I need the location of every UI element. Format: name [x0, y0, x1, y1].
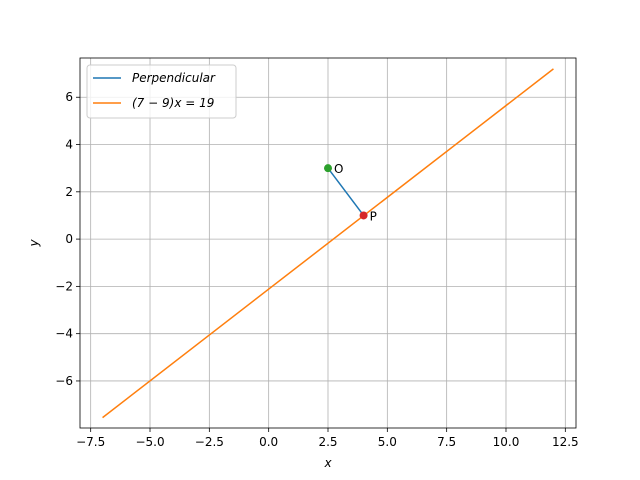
x-tick-label: −2.5	[195, 435, 224, 449]
point-label-p: P	[370, 209, 377, 223]
x-tick-label: 10.0	[493, 435, 520, 449]
y-tick-label: −2	[55, 279, 73, 293]
x-tick-label: 2.5	[318, 435, 337, 449]
ticks: −7.5 −5.0 −2.5 0.0 2.5 5.0 7.5 10.0 12.5 −6 −4 −2 0 2…	[55, 90, 578, 449]
x-tick-label: 0.0	[259, 435, 278, 449]
legend-label-perpendicular: Perpendicular	[132, 71, 216, 85]
grid	[80, 58, 576, 428]
legend-box	[86, 64, 237, 119]
point-o	[324, 164, 332, 173]
legend: Perpendicular (7 − 9)x = 19	[86, 64, 237, 119]
legend-label-line: (7 − 9)x = 19	[132, 96, 214, 110]
x-tick-label: 12.5	[552, 435, 579, 449]
y-tick-label: 2	[65, 185, 73, 199]
x-axis-label: x	[323, 456, 332, 470]
x-tick-label: −7.5	[76, 435, 105, 449]
x-tick-label: 7.5	[437, 435, 456, 449]
perpendicular-segment	[327, 167, 365, 216]
y-tick-label: 0	[65, 232, 73, 246]
point-label-o: O	[334, 162, 343, 176]
y-tick-label: −4	[55, 327, 73, 341]
y-tick-label: 4	[65, 138, 73, 152]
series-layer	[102, 68, 554, 419]
y-axis-label: y	[27, 239, 41, 248]
points-layer: OP	[324, 162, 377, 223]
line-series	[102, 68, 554, 419]
y-tick-label: 6	[65, 90, 73, 104]
y-tick-label: −6	[55, 374, 73, 388]
x-tick-label: −5.0	[135, 435, 164, 449]
x-tick-label: 5.0	[378, 435, 397, 449]
point-p	[359, 211, 368, 220]
